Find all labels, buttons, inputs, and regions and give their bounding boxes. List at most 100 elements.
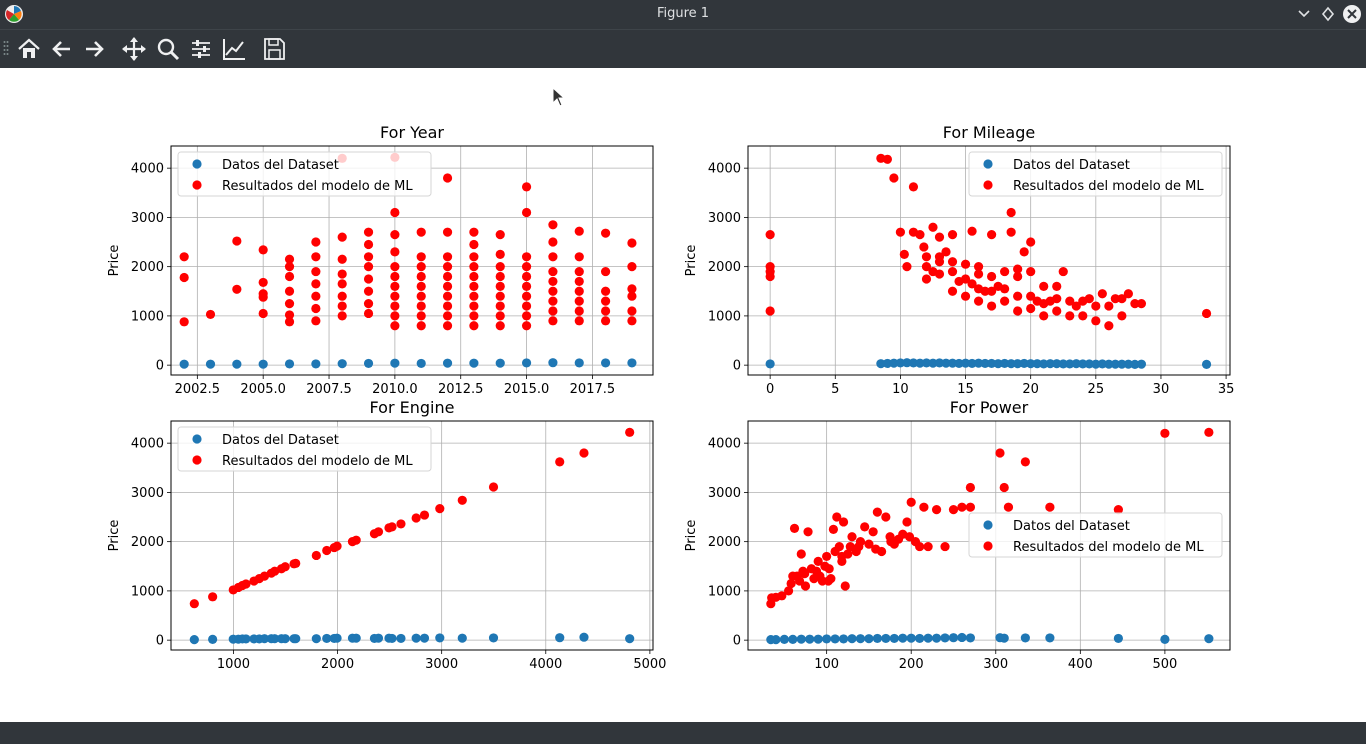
scatter-point — [363, 252, 374, 262]
scatter-point — [1110, 294, 1120, 304]
scatter-point — [1113, 505, 1123, 515]
scatter-point — [1104, 321, 1114, 331]
forward-icon[interactable] — [81, 36, 107, 62]
scatter-point — [363, 262, 374, 272]
chart-engine[interactable]: 1000 2000 3000 4000 5000 0 1000 2000 3000 4000 For… — [107, 398, 666, 672]
chart-power[interactable]: 100 200 300 400 500 0 1000 2000 3000 4000 For Powe… — [684, 398, 1231, 672]
scatter-point — [390, 301, 400, 311]
scatter-point — [1052, 359, 1062, 369]
scatter-point — [416, 301, 426, 311]
scatter-point — [442, 173, 453, 183]
x-tick-label: 35 — [1218, 382, 1235, 397]
x-tick-label: 20 — [1022, 382, 1039, 397]
x-tick-label: 2010.0 — [372, 382, 418, 397]
scatter-point — [311, 266, 321, 277]
pan-icon[interactable] — [121, 36, 147, 62]
scatter-point — [548, 237, 558, 247]
save-icon[interactable] — [261, 36, 287, 62]
scatter-point — [284, 317, 295, 327]
app-icon — [5, 5, 23, 23]
scatter-point — [521, 182, 532, 192]
scatter-point — [1032, 359, 1042, 369]
scatter-point — [205, 359, 216, 369]
chart-title: For Year — [380, 123, 444, 142]
scatter-point — [284, 310, 295, 320]
scatter-point — [390, 247, 400, 257]
scatter-point — [915, 633, 925, 644]
scatter-point — [921, 358, 932, 368]
scatter-point — [967, 279, 977, 289]
scatter-point — [396, 633, 406, 644]
scatter-point — [416, 311, 426, 321]
scatter-point — [363, 239, 374, 250]
scatter-point — [1026, 291, 1036, 301]
edit-axes-icon[interactable] — [221, 36, 247, 62]
scatter-point — [435, 633, 445, 643]
scatter-point — [627, 284, 637, 294]
scatter-point — [1130, 298, 1140, 309]
legend-marker — [983, 541, 993, 551]
scatter-point — [457, 633, 467, 643]
scatter-point — [627, 262, 637, 272]
figure-canvas[interactable]: 2002.5 2005.0 2007.5 2010.0 2012.5 2015.0 2017… — [0, 68, 1366, 722]
scatter-point — [1097, 359, 1107, 369]
chart-mileage[interactable]: 0 5 10 15 20 25 30 35 0 1000 2000 3000 4000 For Milea… — [684, 123, 1234, 397]
legend-label: Datos del Dataset — [222, 158, 339, 173]
scatter-point — [442, 271, 453, 282]
scatter-point — [1071, 359, 1081, 369]
scatter-point — [337, 269, 347, 279]
scatter-point — [803, 527, 813, 537]
scatter-point — [1123, 289, 1133, 299]
zoom-icon[interactable] — [155, 36, 181, 62]
scatter-point — [864, 539, 874, 549]
toolbar-grip-icon[interactable] — [3, 40, 9, 58]
scatter-point — [1006, 207, 1016, 218]
legend-label: Datos del Dataset — [1013, 158, 1130, 173]
scatter-point — [948, 633, 959, 643]
scatter-point — [947, 257, 958, 267]
chart-title: For Power — [950, 398, 1029, 417]
minimize-button[interactable] — [1295, 5, 1313, 23]
x-tick-label: 0 — [766, 382, 774, 397]
scatter-point — [521, 262, 532, 272]
scatter-point — [788, 634, 798, 645]
scatter-point — [915, 541, 925, 552]
scatter-point — [1097, 289, 1107, 299]
x-tick-label: 200 — [899, 657, 924, 672]
home-icon[interactable] — [16, 36, 42, 62]
scatter-point — [574, 316, 584, 326]
scatter-point — [993, 359, 1003, 369]
scatter-point — [495, 262, 505, 272]
close-button[interactable] — [1342, 4, 1362, 24]
scatter-point — [311, 303, 321, 314]
scatter-point — [973, 269, 984, 279]
scatter-point — [600, 358, 611, 368]
scatter-point — [786, 578, 796, 589]
scatter-point — [886, 537, 896, 547]
maximize-button[interactable] — [1319, 5, 1337, 23]
scatter-point — [882, 358, 892, 369]
scatter-point — [1026, 303, 1036, 314]
scatter-point — [823, 576, 833, 586]
chart-year[interactable]: 2002.5 2005.0 2007.5 2010.0 2012.5 2015.0 2017… — [107, 123, 654, 397]
axes-frame — [170, 420, 654, 651]
scatter-point — [960, 274, 971, 284]
scatter-point — [1117, 311, 1127, 321]
scatter-point — [898, 633, 908, 643]
scatter-point — [967, 358, 977, 369]
scatter-point — [813, 634, 823, 644]
figure-svg[interactable]: 2002.5 2005.0 2007.5 2010.0 2012.5 2015.0 2017… — [0, 68, 1366, 722]
scatter-point — [1039, 359, 1049, 369]
scatter-point — [311, 316, 321, 326]
back-icon[interactable] — [49, 36, 75, 62]
scatter-point — [1078, 311, 1088, 321]
scatter-point — [895, 227, 906, 237]
scatter-point — [469, 252, 479, 262]
scatter-point — [941, 358, 951, 368]
scatter-point — [311, 291, 321, 301]
scatter-point — [548, 266, 558, 277]
scatter-point — [941, 247, 951, 257]
configure-subplots-icon[interactable] — [188, 36, 214, 62]
scatter-point — [1084, 359, 1094, 369]
window-title: Figure 1 — [656, 6, 710, 21]
